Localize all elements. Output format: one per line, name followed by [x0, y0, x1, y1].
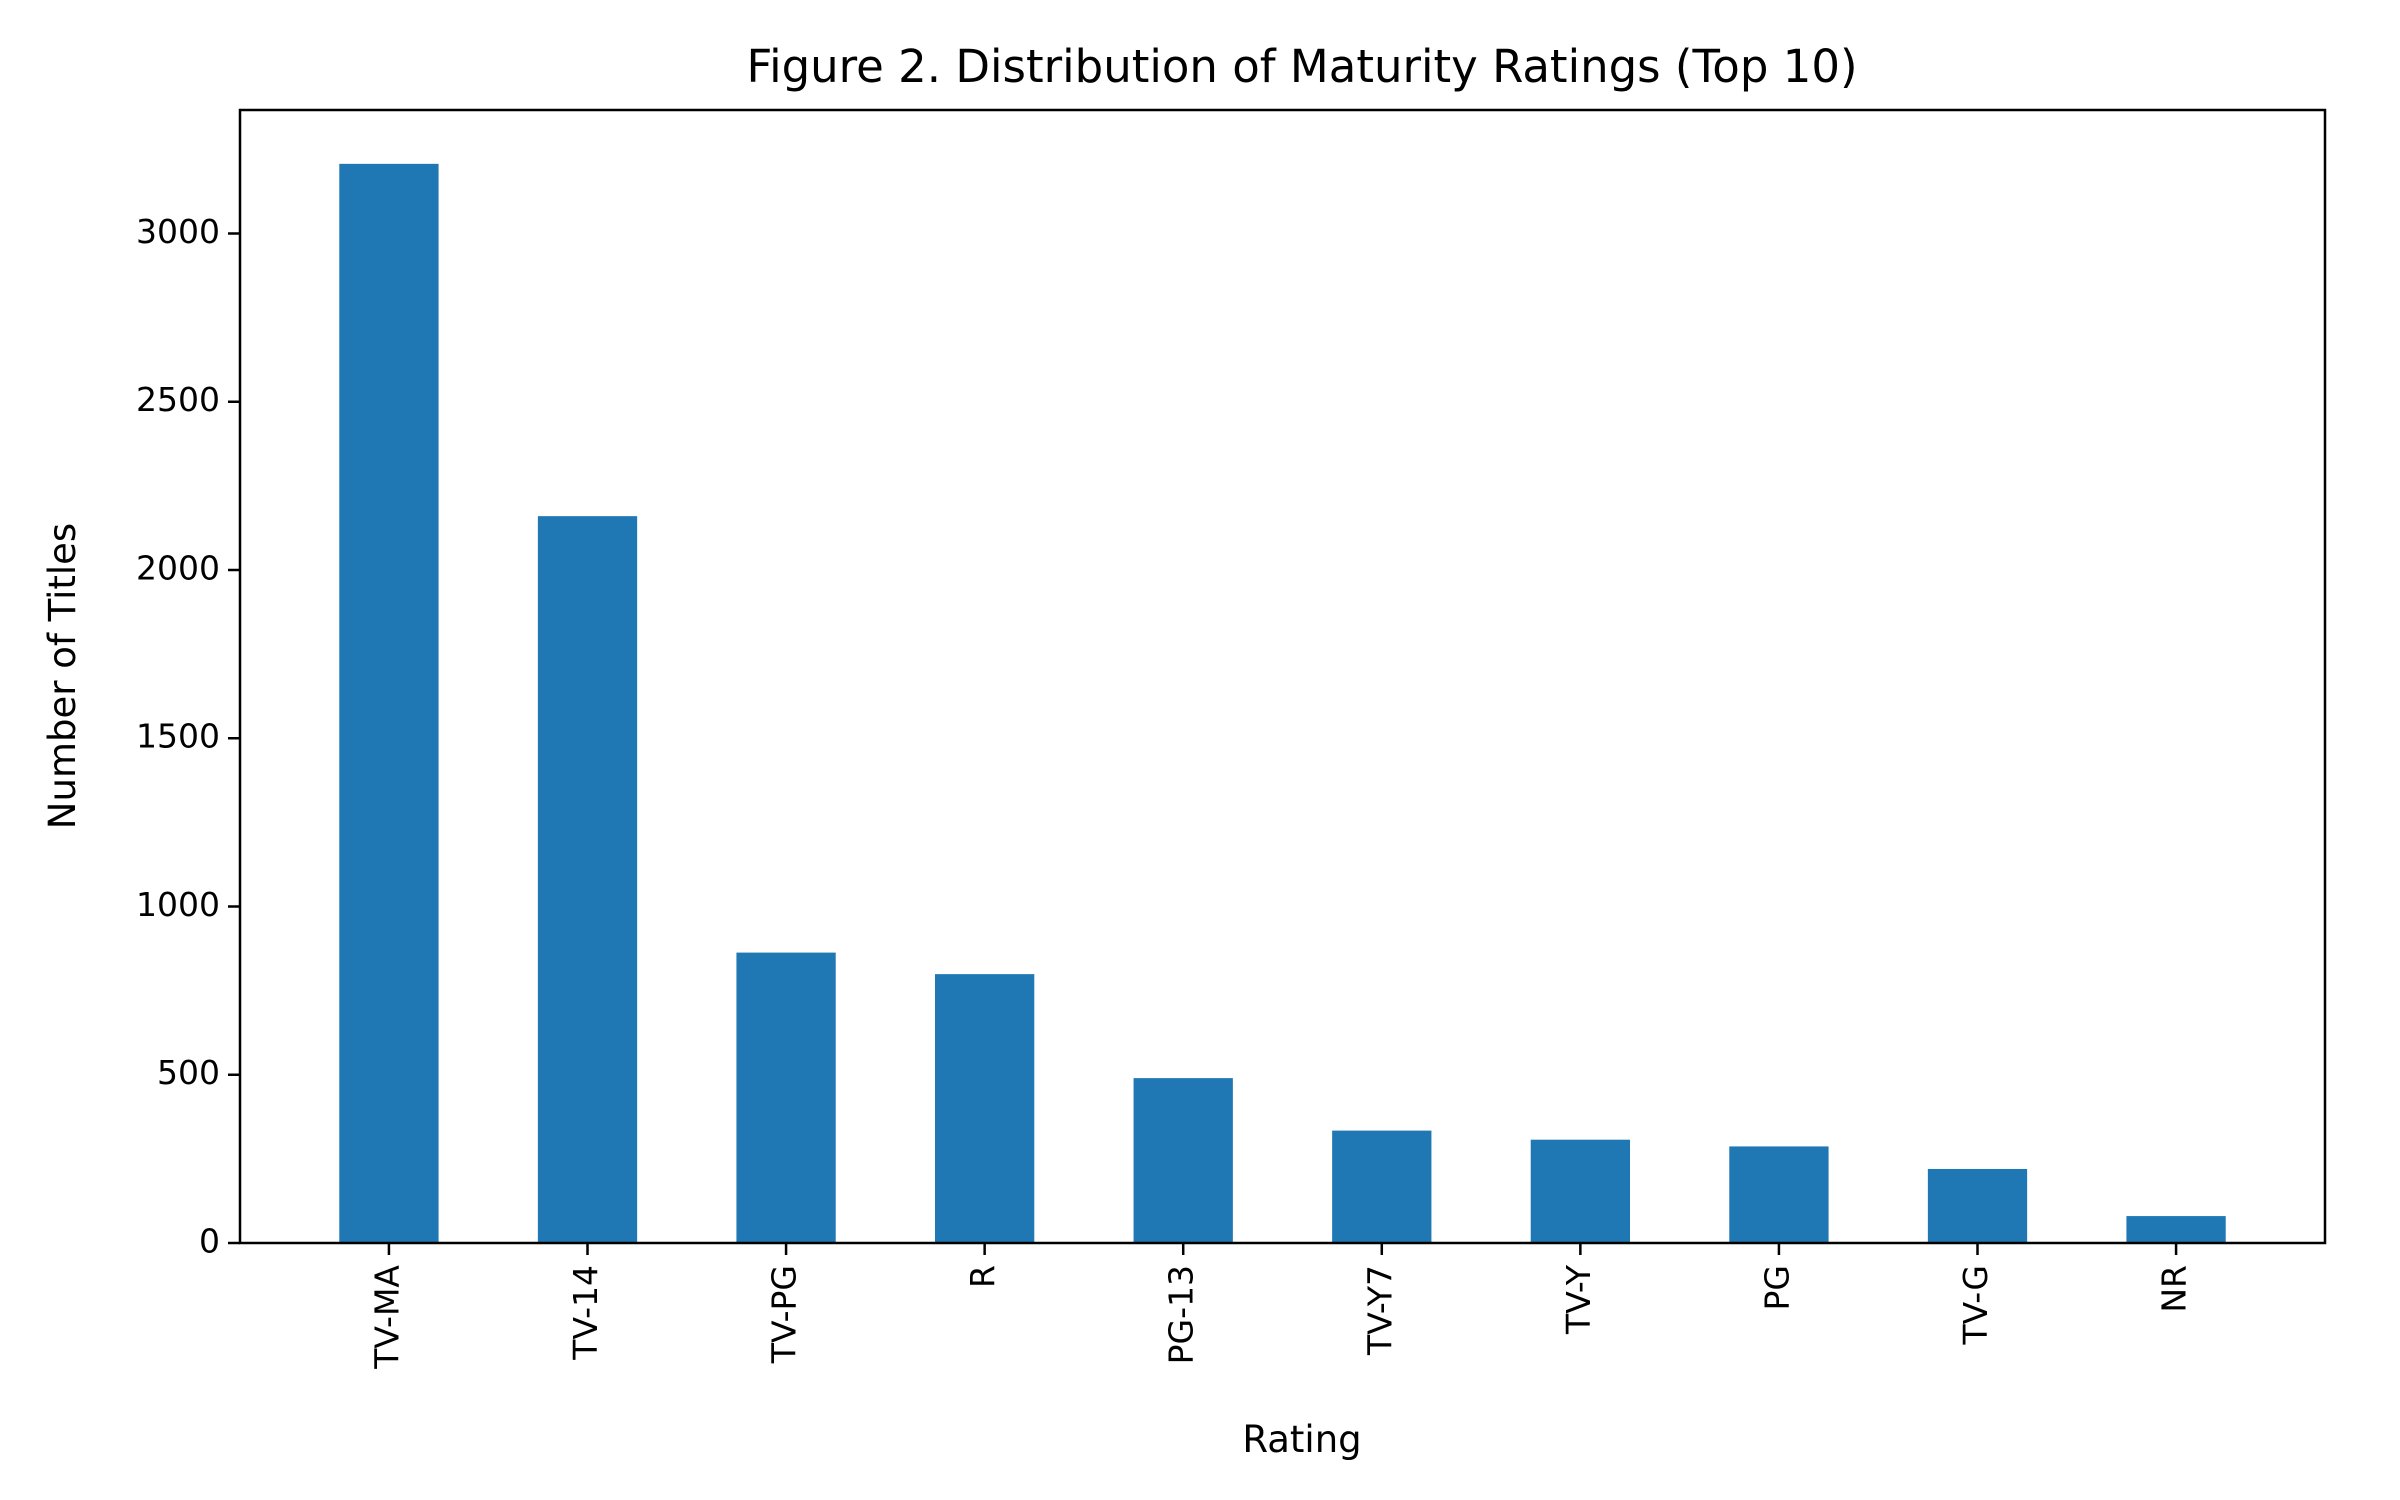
y-tick-label: 1000	[136, 885, 220, 924]
x-tick-label: TV-Y	[1559, 1264, 1598, 1335]
bar-tv-y7	[1332, 1130, 1432, 1243]
plot-frame	[238, 108, 2327, 1245]
chart-title: Figure 2. Distribution of Maturity Ratin…	[746, 40, 1857, 93]
bar-tv-ma	[339, 163, 439, 1243]
bar-tv-pg	[736, 952, 836, 1243]
bar-pg-13	[1133, 1078, 1233, 1243]
x-axis: TV-MA TV-14 TV-PG R PG-13 TV-Y7 TV-Y PG TV-G NR	[367, 1243, 2194, 1370]
x-tick-label: PG	[1757, 1265, 1796, 1310]
bar-tv-g	[1927, 1168, 2028, 1243]
y-tick-label: 0	[199, 1222, 220, 1261]
x-axis-label: Rating	[1242, 1418, 1361, 1461]
x-tick-label: TV-PG	[765, 1265, 804, 1364]
y-tick-label: 1500	[136, 717, 220, 756]
x-tick-label: TV-Y7	[1360, 1265, 1399, 1356]
bar-pg	[1729, 1146, 1829, 1243]
y-tick-label: 2000	[136, 548, 220, 587]
x-tick-label: R	[963, 1265, 1002, 1288]
bar-tv-14	[537, 516, 638, 1243]
x-tick-label: TV-MA	[367, 1265, 406, 1370]
x-tick-label: TV-G	[1956, 1265, 1995, 1346]
bar-r	[935, 974, 1035, 1243]
x-tick-label: PG-13	[1162, 1265, 1201, 1364]
x-tick-label: TV-14	[566, 1265, 605, 1361]
bars-group	[339, 163, 2226, 1243]
bar-nr	[2126, 1216, 2226, 1243]
y-axis: 0 500 1000 1500 2000 2500 3000	[136, 212, 240, 1261]
y-tick-label: 3000	[136, 212, 220, 251]
bar-tv-y	[1530, 1139, 1630, 1243]
y-tick-label: 2500	[136, 380, 220, 419]
y-tick-label: 500	[157, 1053, 220, 1092]
y-axis-label: Number of Titles	[41, 523, 84, 829]
x-tick-label: NR	[2155, 1265, 2194, 1313]
